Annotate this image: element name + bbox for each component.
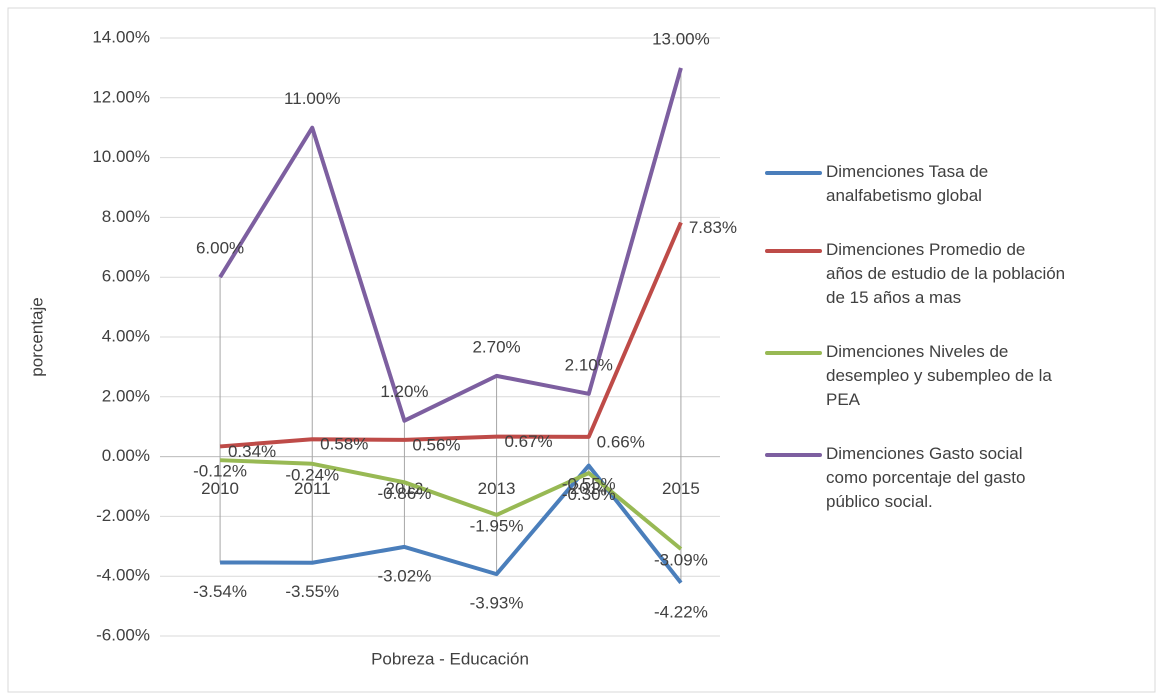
series-line [218,67,683,423]
legend-label: Dimenciones Niveles de desempleo y subem… [826,342,1052,409]
y-tick-label: 2.00% [102,386,150,405]
legend-label: Dimenciones Promedio de años de estudio … [826,240,1066,307]
data-label: 2.10% [565,355,613,374]
data-label: -3.55% [285,582,339,601]
legend-swatch [765,249,822,253]
data-label: 0.66% [597,432,645,451]
legend: Dimenciones Tasa de analfabetismo global… [765,160,1065,544]
x-tick-label: 2011 [294,479,331,498]
data-label: -0.24% [285,465,339,484]
data-label: -0.30% [562,485,616,504]
data-label: 1.20% [380,382,428,401]
data-label: 0.67% [504,432,552,451]
y-tick-label: 4.00% [102,326,150,345]
data-label: 0.58% [320,435,368,454]
x-tick-label: 2013 [478,479,516,498]
series-line [220,458,683,551]
x-tick-label: 2015 [662,479,700,498]
data-label: 11.00% [284,89,340,108]
data-label: 2.70% [472,337,520,356]
y-tick-label: 12.00% [92,87,150,106]
data-label: -3.54% [193,582,247,601]
chart-border [7,7,1156,693]
x-tick-label: 2014 [570,479,608,498]
data-label: 6.00% [196,239,244,258]
y-tick-label: 14.00% [92,27,150,46]
legend-item: Dimenciones Gasto social como porcentaje… [765,442,1066,514]
y-tick-label: 8.00% [102,207,150,226]
data-label: 0.34% [228,442,276,461]
y-tick-label: -2.00% [96,506,150,525]
data-label: -0.86% [377,484,431,503]
data-label: -3.02% [377,566,431,585]
legend-item: Dimenciones Niveles de desempleo y subem… [765,340,1066,412]
legend-swatch [765,171,822,175]
data-label: 13.00% [652,29,710,48]
y-tick-label: -6.00% [96,625,150,644]
data-label: -4.22% [654,602,708,621]
data-label: -3.09% [654,550,708,569]
legend-item: Dimenciones Promedio de años de estudio … [765,238,1066,310]
legend-label: Dimenciones Tasa de analfabetismo global [826,162,989,205]
y-axis-title: porcentaje [27,297,46,376]
data-label: 7.83% [689,218,737,237]
data-label: -0.55% [562,475,616,494]
legend-item: Dimenciones Tasa de analfabetismo global [765,160,1066,208]
y-tick-label: 0.00% [102,446,150,465]
series-line [219,221,683,449]
y-tick-label: -4.00% [96,566,150,585]
legend-swatch [765,453,822,457]
data-label: -1.95% [470,516,524,535]
legend-label: Dimenciones Gasto social como porcentaje… [826,444,1026,511]
x-tick-label: 2010 [201,479,239,498]
y-tick-label: 6.00% [102,267,150,286]
data-label: -0.12% [193,462,247,481]
y-tick-label: 10.00% [92,147,150,166]
data-label: -3.93% [470,594,524,613]
legend-swatch [765,351,822,355]
x-axis-title: Pobreza - Educación [371,649,529,668]
data-label: 0.56% [412,435,460,454]
